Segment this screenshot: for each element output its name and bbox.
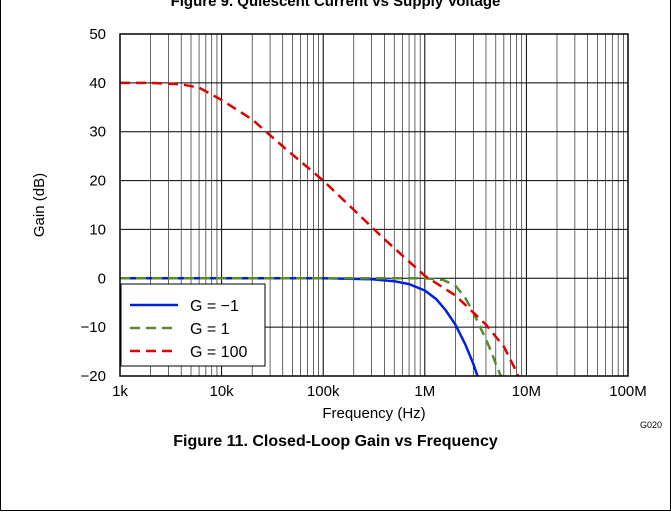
y-tick-label: −10 [81,319,106,336]
y-tick-label: 30 [89,124,106,141]
legend-label: G = 100 [190,344,247,361]
plot-border [119,33,629,377]
y-axis-label: Gain (dB) [31,173,48,237]
graph-code: G020 [640,420,662,430]
series-lines [120,81,520,377]
x-tick-label: 100M [609,383,647,400]
series-line-1 [120,277,502,377]
y-tick-label: 10 [89,221,106,238]
y-tick-label: 20 [89,173,106,190]
x-axis-label: Frequency (Hz) [322,405,425,422]
y-tick-labels: 50 40 30 20 10 0 −10 −20 [81,26,106,385]
legend-box [120,283,266,367]
x-tick-labels: 1k 10k 100k 1M 10M 100M [112,383,647,400]
x-tick-label: 10k [210,383,235,400]
figure-caption: Figure 11. Closed-Loop Gain vs Frequency [173,433,498,450]
series-line-2 [120,81,520,377]
x-tick-label: 10M [512,383,541,400]
y-tick-label: −20 [81,368,106,385]
y-tick-label: 50 [89,26,106,43]
x-tick-label: 1M [414,383,435,400]
y-tick-label: 40 [89,75,106,92]
legend-label: G = −1 [190,298,239,315]
previous-figure-caption: Figure 9. Quiescent Current vs Supply Vo… [170,0,501,10]
y-tick-label: 0 [98,270,106,287]
x-tick-label: 1k [112,383,128,400]
legend-label: G = 1 [190,321,230,338]
series-line-0 [120,277,479,377]
legend: G = −1 G = 1 G = 100 [120,283,266,367]
x-tick-label: 100k [307,383,340,400]
